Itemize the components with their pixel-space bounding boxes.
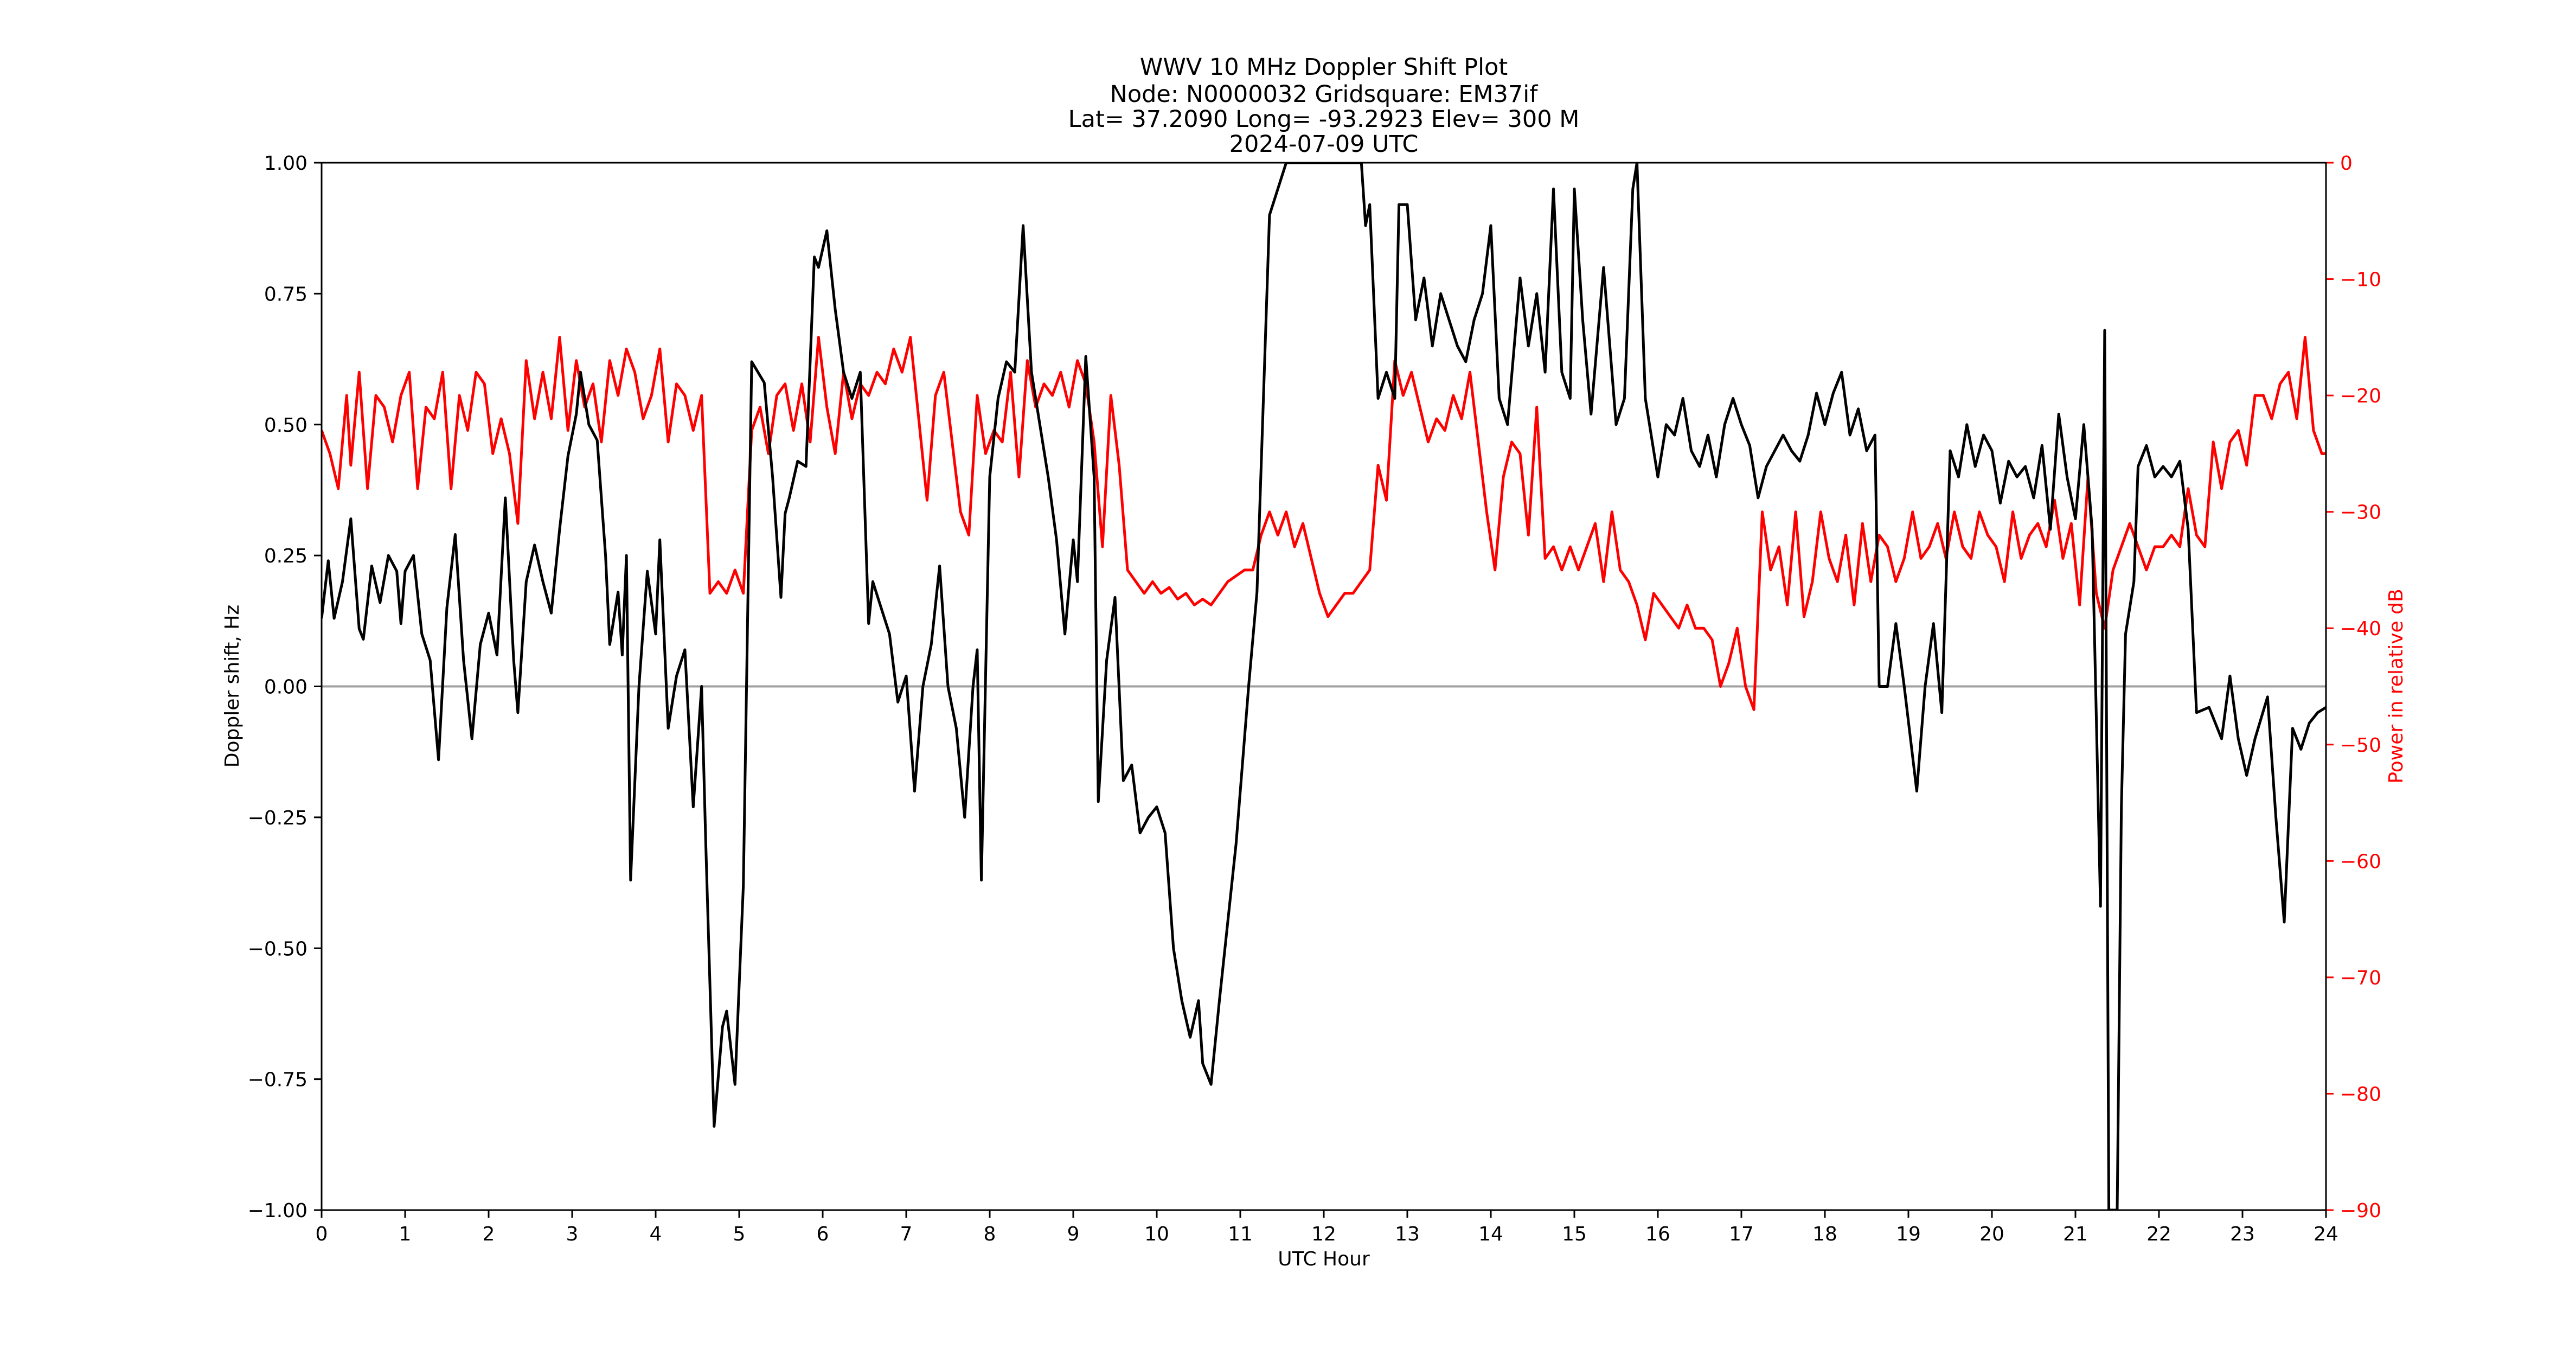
y-axis-ticks: 1.00 0.75 0.50 0.25 0.00 −0.25 −0.50 −0.75 −1.00 <box>248 152 322 1222</box>
y-tick-label: −0.50 <box>248 938 307 960</box>
x-tick-label: 9 <box>1067 1223 1080 1245</box>
x-tick-label: 10 <box>1144 1223 1169 1245</box>
y-axis-label: Doppler shift, Hz <box>221 605 243 767</box>
y-tick-label: 0.50 <box>264 414 307 437</box>
x-tick-label: 8 <box>984 1223 996 1245</box>
y-tick-label: −0.25 <box>248 807 307 829</box>
x-tick-label: 4 <box>650 1223 662 1245</box>
chart-title-line-4: 2024-07-09 UTC <box>1229 131 1419 158</box>
y2-tick-label: −40 <box>2340 618 2381 640</box>
x-tick-label: 12 <box>1311 1223 1336 1245</box>
y2-tick-label: −10 <box>2340 269 2381 291</box>
x-tick-label: 7 <box>900 1223 913 1245</box>
y-tick-label: 1.00 <box>264 152 307 175</box>
y-tick-label: 0.00 <box>264 676 307 699</box>
x-tick-label: 23 <box>2230 1223 2255 1245</box>
y2-tick-label: −50 <box>2340 734 2381 757</box>
x-tick-label: 13 <box>1395 1223 1420 1245</box>
x-tick-label: 5 <box>733 1223 746 1245</box>
x-tick-label: 15 <box>1562 1223 1587 1245</box>
x-tick-label: 22 <box>2146 1223 2171 1245</box>
y2-tick-label: −70 <box>2340 967 2381 989</box>
y2-tick-label: −80 <box>2340 1083 2381 1105</box>
x-tick-label: 0 <box>316 1223 328 1245</box>
y2-axis-label: Power in relative dB <box>2385 589 2407 783</box>
x-tick-label: 20 <box>1979 1223 2004 1245</box>
x-axis-ticks: 0 1 2 3 4 5 6 7 8 9 10 11 12 13 14 15 16 17 18 19 20 21 22 23 24 <box>316 1210 2338 1245</box>
x-tick-label: 1 <box>399 1223 412 1245</box>
x-axis-label: UTC Hour <box>1278 1248 1370 1270</box>
y2-axis-ticks: 0 −10 −20 −30 −40 −50 −60 −70 −80 −90 <box>2326 152 2381 1222</box>
y-tick-label: −0.75 <box>248 1069 307 1091</box>
y-tick-label: −1.00 <box>248 1200 307 1222</box>
x-tick-label: 14 <box>1478 1223 1503 1245</box>
x-tick-label: 19 <box>1896 1223 1921 1245</box>
x-tick-label: 17 <box>1729 1223 1754 1245</box>
x-tick-label: 18 <box>1812 1223 1837 1245</box>
x-tick-label: 6 <box>817 1223 829 1245</box>
x-tick-label: 2 <box>483 1223 495 1245</box>
x-tick-label: 3 <box>566 1223 579 1245</box>
y2-tick-label: −60 <box>2340 850 2381 873</box>
chart-title: WWV 10 MHz Doppler Shift Plot Node: N000… <box>1068 54 1580 158</box>
y2-tick-label: −20 <box>2340 385 2381 407</box>
doppler-series-line <box>322 163 2326 1210</box>
chart-title-line-1: WWV 10 MHz Doppler Shift Plot <box>1140 54 1508 81</box>
x-tick-label: 24 <box>2314 1223 2338 1245</box>
chart-title-line-3: Lat= 37.2090 Long= -93.2923 Elev= 300 M <box>1068 106 1580 133</box>
y-tick-label: 0.25 <box>264 545 307 567</box>
y2-tick-label: 0 <box>2340 152 2353 175</box>
y-tick-label: 0.75 <box>264 283 307 305</box>
x-tick-label: 21 <box>2063 1223 2088 1245</box>
x-tick-label: 11 <box>1228 1223 1253 1245</box>
x-tick-label: 16 <box>1645 1223 1670 1245</box>
plot-frame <box>321 162 2327 1211</box>
y2-tick-label: −90 <box>2340 1200 2381 1222</box>
power-series-line <box>322 336 2326 711</box>
y2-tick-label: −30 <box>2340 502 2381 524</box>
chart-title-line-2: Node: N0000032 Gridsquare: EM37if <box>1110 81 1539 108</box>
